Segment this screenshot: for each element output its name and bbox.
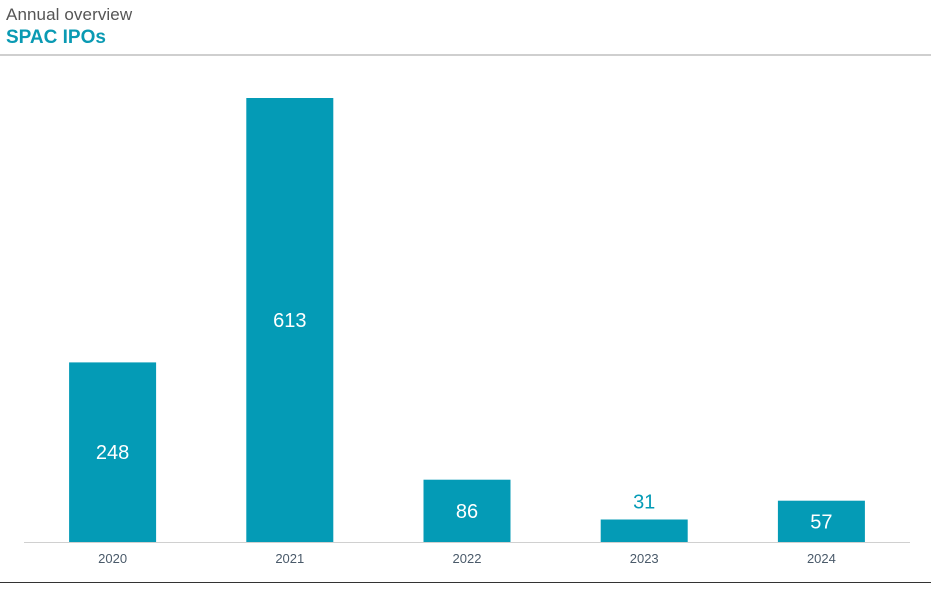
value-label-2024: 57 (810, 511, 832, 533)
value-label-2022: 86 (456, 501, 478, 523)
bar-2021 (246, 98, 334, 542)
bar-2024 (777, 500, 865, 542)
x-tick-label-2022: 2022 (453, 551, 482, 566)
bar-2023 (600, 519, 688, 542)
bar-2022 (423, 479, 511, 542)
x-tick-label-2024: 2024 (807, 551, 836, 566)
chart-subtitle: Annual overview (6, 5, 133, 24)
x-tick-label-2021: 2021 (275, 551, 304, 566)
value-label-2021: 613 (273, 310, 306, 332)
chart-title: SPAC IPOs (6, 27, 106, 48)
chart-header: Annual overview SPAC IPOs (6, 4, 931, 50)
bar-2020 (69, 362, 157, 542)
footer-divider (0, 582, 931, 583)
value-label-2020: 248 (96, 442, 129, 464)
value-label-2023: 31 (633, 492, 655, 514)
x-tick-label-2023: 2023 (630, 551, 659, 566)
header-divider (0, 54, 931, 56)
x-tick-label-2020: 2020 (98, 551, 127, 566)
